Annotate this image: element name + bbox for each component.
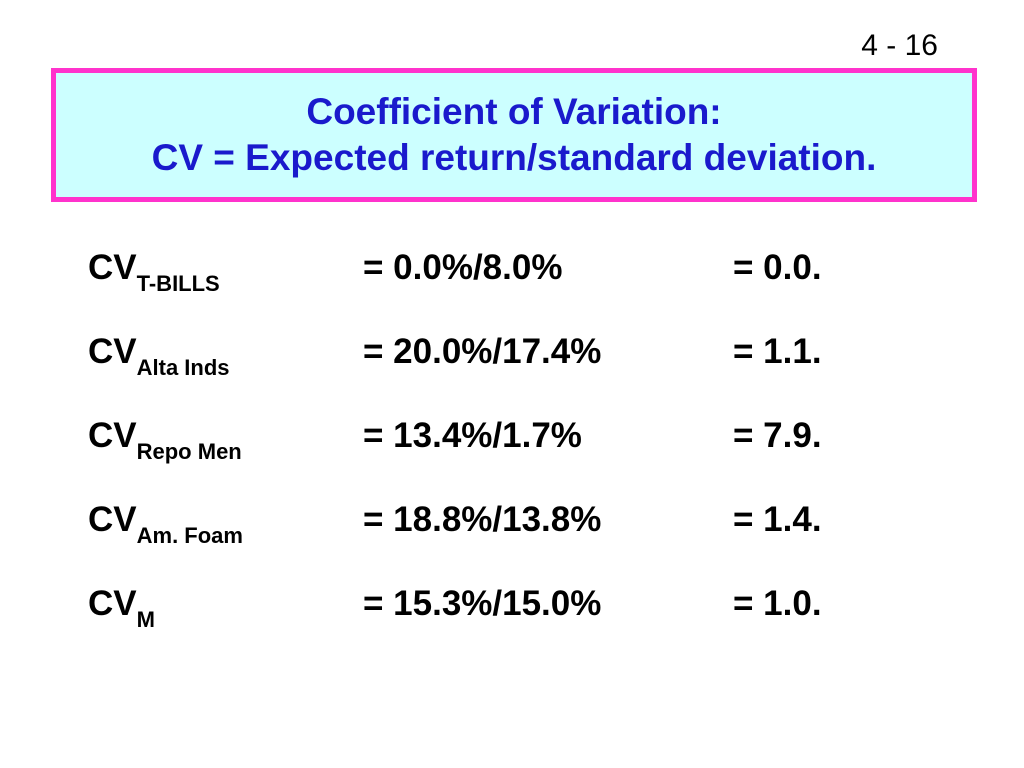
cv-formula: = 18.8%/13.8% bbox=[363, 500, 602, 539]
cv-label: CVM bbox=[88, 580, 155, 632]
slide-number: 4 - 16 bbox=[861, 29, 938, 62]
cv-label-main: CV bbox=[88, 332, 137, 371]
cv-row-market: CVM = 15.3%/15.0% = 1.0. bbox=[88, 580, 888, 664]
cv-row-t-bills: CVT-BILLS = 0.0%/8.0% = 0.0. bbox=[88, 244, 888, 328]
cv-label-main: CV bbox=[88, 248, 137, 287]
title-box: Coefficient of Variation: CV = Expected … bbox=[51, 68, 977, 202]
cv-table: CVT-BILLS = 0.0%/8.0% = 0.0. CVAlta Inds… bbox=[88, 244, 888, 664]
cv-row-am-foam: CVAm. Foam = 18.8%/13.8% = 1.4. bbox=[88, 496, 888, 580]
cv-subscript: Alta Inds bbox=[136, 355, 230, 380]
cv-label-main: CV bbox=[88, 500, 137, 539]
cv-formula: = 20.0%/17.4% bbox=[363, 332, 602, 371]
cv-formula: = 15.3%/15.0% bbox=[363, 584, 602, 623]
title-line-2: CV = Expected return/standard deviation. bbox=[151, 137, 877, 178]
cv-subscript: M bbox=[136, 607, 155, 632]
cv-result: = 1.4. bbox=[733, 500, 822, 539]
cv-row-alta-inds: CVAlta Inds = 20.0%/17.4% = 1.1. bbox=[88, 328, 888, 412]
cv-formula: = 0.0%/8.0% bbox=[363, 248, 563, 287]
cv-label: CVT-BILLS bbox=[88, 244, 220, 296]
title-line-1: Coefficient of Variation: bbox=[306, 91, 722, 132]
cv-subscript: Repo Men bbox=[136, 439, 242, 464]
cv-row-repo-men: CVRepo Men = 13.4%/1.7% = 7.9. bbox=[88, 412, 888, 496]
cv-result: = 1.0. bbox=[733, 584, 822, 623]
cv-result: = 0.0. bbox=[733, 248, 822, 287]
cv-label-main: CV bbox=[88, 584, 137, 623]
cv-label: CVAm. Foam bbox=[88, 496, 243, 548]
cv-subscript: Am. Foam bbox=[136, 523, 243, 548]
cv-label-main: CV bbox=[88, 416, 137, 455]
cv-result: = 1.1. bbox=[733, 332, 822, 371]
cv-formula: = 13.4%/1.7% bbox=[363, 416, 582, 455]
cv-label: CVRepo Men bbox=[88, 412, 242, 464]
cv-result: = 7.9. bbox=[733, 416, 822, 455]
cv-label: CVAlta Inds bbox=[88, 328, 230, 380]
cv-subscript: T-BILLS bbox=[136, 271, 220, 296]
